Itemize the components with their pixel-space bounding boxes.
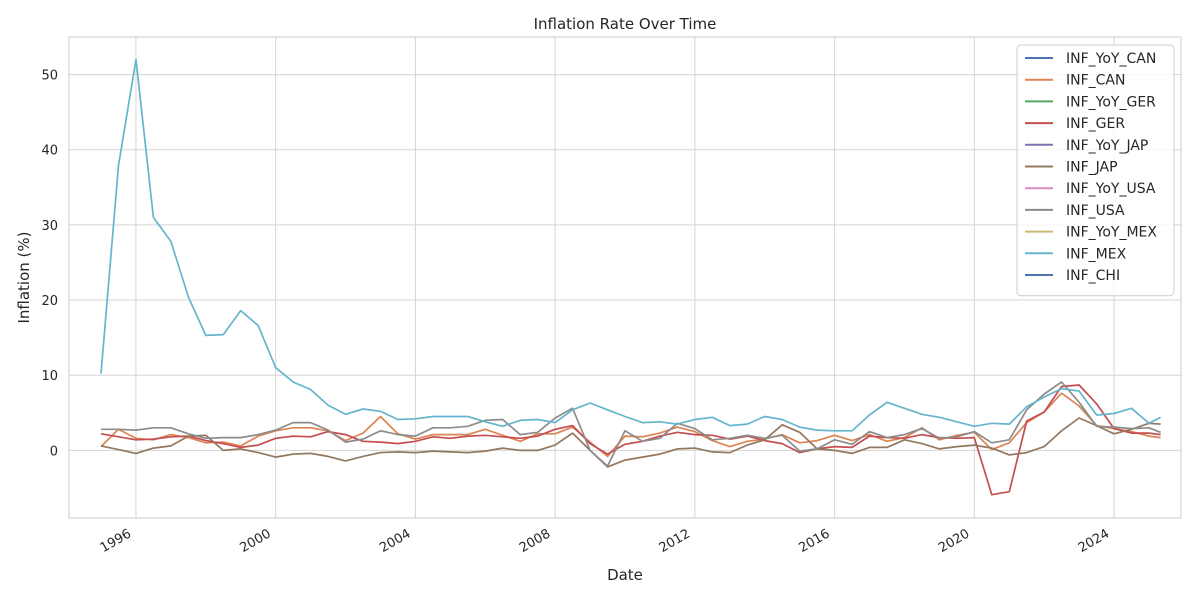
legend-label: INF_MEX [1066,246,1127,262]
series-line-inf-usa [101,381,1161,467]
legend-label: INF_YoY_MEX [1066,225,1157,241]
y-tick-label: 40 [41,144,58,159]
grid [69,37,1181,518]
legend: INF_YoY_CAN INF_CAN INF_YoY_GER INF_GER INF_… [1016,44,1175,297]
y-tick-label: 0 [50,444,58,459]
series-lines [100,58,1161,496]
y-tick-label: 20 [41,294,58,309]
legend-label: INF_YoY_GER [1066,94,1156,110]
y-tick-label: 50 [41,69,58,84]
legend-label: INF_GER [1066,116,1125,132]
y-tick-label: 10 [41,369,58,384]
y-axis-label: Inflation (%) [15,231,33,323]
legend-label: INF_CHI [1066,268,1120,284]
plot-frame [68,36,1182,519]
series-line-inf-ger [100,384,1161,496]
x-axis-label: Date [607,566,643,584]
legend-label: INF_JAP [1066,160,1118,176]
chart-title: Inflation Rate Over Time [534,15,717,33]
legend-frame [1016,44,1175,297]
legend-label: INF_YoY_JAP [1066,138,1148,154]
legend-label: INF_YoY_USA [1066,181,1156,197]
y-tick-labels: 0 10 20 30 40 50 [41,69,58,460]
legend-label: INF_USA [1066,203,1125,219]
legend-label: INF_CAN [1066,73,1125,89]
series-line-inf-jap [100,417,1161,468]
series-line-inf-mex [100,58,1161,432]
legend-label: INF_YoY_CAN [1066,51,1156,67]
y-tick-label: 30 [41,219,58,234]
